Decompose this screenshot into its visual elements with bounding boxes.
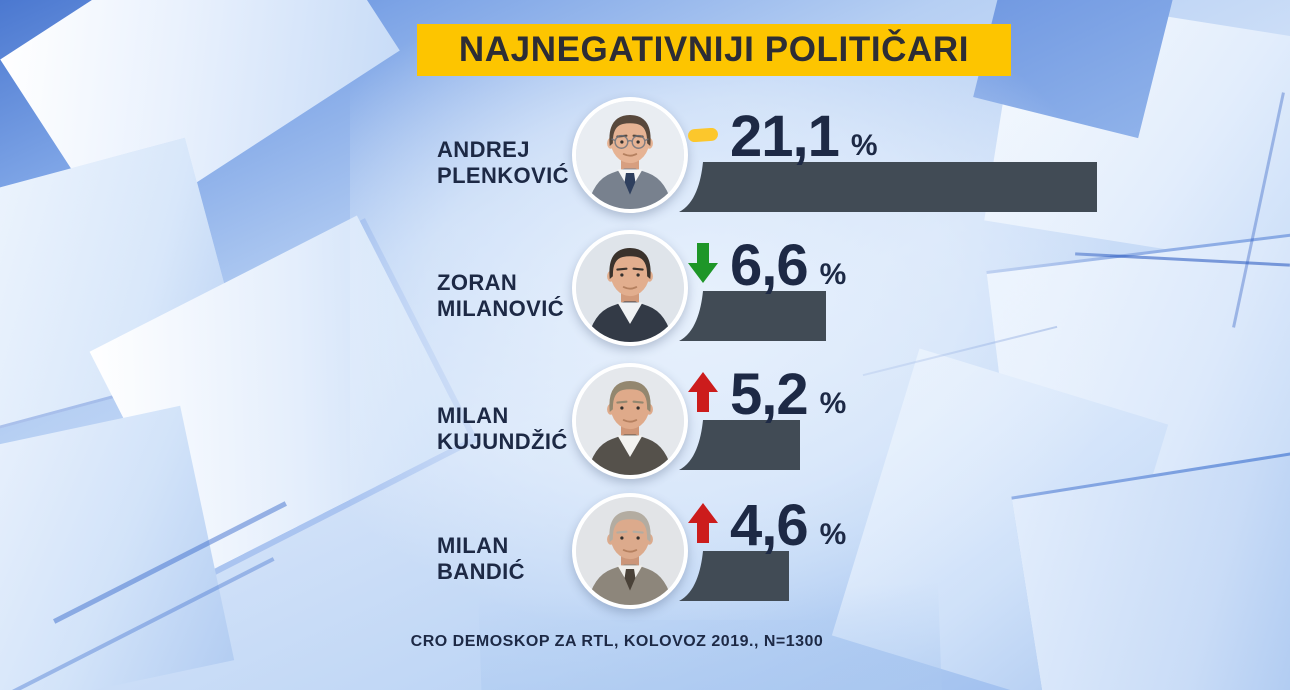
bar-shape bbox=[679, 162, 1097, 212]
politician-row: ZORAN MILANOVIĆ 6,6 % bbox=[0, 230, 1290, 360]
avatar-glasses bbox=[611, 134, 649, 149]
value-label: 5,2 bbox=[730, 362, 809, 427]
avatar-face bbox=[610, 514, 650, 560]
source-caption: CRO DEMOSKOP ZA RTL, KOLOVOZ 2019., N=13… bbox=[410, 633, 824, 650]
avatar-illustration bbox=[576, 497, 684, 605]
name-line: PLENKOVIĆ bbox=[437, 163, 569, 188]
avatar-illustration bbox=[576, 234, 684, 342]
politician-photo bbox=[572, 363, 688, 479]
avatar-brows bbox=[616, 267, 644, 271]
name-line: MILAN bbox=[437, 403, 509, 428]
avatar-illustration bbox=[576, 367, 684, 475]
value-row: 21,1 % bbox=[688, 94, 878, 169]
politician-photo bbox=[572, 230, 688, 346]
value-label: 4,6 bbox=[730, 493, 809, 558]
name-line: ZORAN bbox=[437, 270, 518, 295]
value-label: 6,6 bbox=[730, 233, 809, 298]
name-line: KUJUNDŽIĆ bbox=[437, 429, 568, 454]
bar-path bbox=[679, 291, 826, 341]
trend-up-icon bbox=[688, 503, 718, 549]
avatar-illustration bbox=[576, 101, 684, 209]
avatar-tie bbox=[624, 569, 636, 591]
percent-sign: % bbox=[819, 258, 847, 291]
avatar-mouth bbox=[622, 286, 638, 290]
politician-photo bbox=[572, 97, 688, 213]
name-line: ANDREJ bbox=[437, 137, 530, 162]
bar-shape bbox=[679, 420, 800, 470]
result-bar bbox=[679, 291, 826, 341]
avatar-hair bbox=[609, 114, 651, 146]
avatar-shirt bbox=[617, 435, 643, 457]
value-label: 21,1 bbox=[730, 104, 840, 169]
value-row: 4,6 % bbox=[688, 483, 847, 558]
name-line: MILAN bbox=[437, 533, 509, 558]
politician-row: ANDREJ PLENKOVIĆ 21,1 % bbox=[0, 97, 1290, 227]
trend-down-icon bbox=[688, 243, 718, 289]
bar-shape bbox=[679, 551, 789, 601]
avatar-face bbox=[610, 251, 650, 297]
name-line: BANDIĆ bbox=[437, 559, 525, 584]
politician-name: ZORAN MILANOVIĆ bbox=[437, 270, 564, 322]
bar-path bbox=[679, 551, 789, 601]
result-bar bbox=[679, 551, 789, 601]
page-title: NAJNEGATIVNIJI POLITIČARI bbox=[458, 30, 970, 69]
politician-name: MILAN BANDIĆ bbox=[437, 533, 525, 585]
avatar-hair bbox=[609, 247, 651, 279]
avatar-brows bbox=[616, 530, 644, 534]
avatar-tie bbox=[624, 173, 636, 195]
avatar-mouth bbox=[622, 419, 638, 423]
avatar-mouth bbox=[622, 549, 638, 553]
title-banner: NAJNEGATIVNIJI POLITIČARI bbox=[417, 24, 1011, 76]
avatar-shirt bbox=[617, 302, 643, 324]
politician-row: MILAN BANDIĆ 4,6 % bbox=[0, 493, 1290, 623]
value-row: 6,6 % bbox=[688, 223, 847, 298]
avatar-mouth bbox=[622, 153, 638, 157]
bar-shape bbox=[679, 291, 826, 341]
trend-minus-icon bbox=[688, 128, 718, 160]
percent-sign: % bbox=[850, 129, 878, 162]
avatar-hair bbox=[609, 380, 651, 412]
trend-up-icon bbox=[688, 372, 718, 418]
percent-sign: % bbox=[819, 518, 847, 551]
percent-sign: % bbox=[819, 387, 847, 420]
avatar-hair bbox=[609, 510, 651, 542]
politician-row: MILAN KUJUNDŽIĆ 5,2 % bbox=[0, 363, 1290, 493]
value-row: 5,2 % bbox=[688, 352, 847, 427]
politician-photo bbox=[572, 493, 688, 609]
result-bar bbox=[679, 162, 1097, 212]
avatar-brows bbox=[616, 400, 644, 404]
politician-name: MILAN KUJUNDŽIĆ bbox=[437, 403, 568, 455]
avatar-face bbox=[610, 384, 650, 430]
bar-path bbox=[679, 162, 1097, 212]
result-bar bbox=[679, 420, 800, 470]
politician-name: ANDREJ PLENKOVIĆ bbox=[437, 137, 569, 189]
bar-path bbox=[679, 420, 800, 470]
name-line: MILANOVIĆ bbox=[437, 296, 565, 321]
